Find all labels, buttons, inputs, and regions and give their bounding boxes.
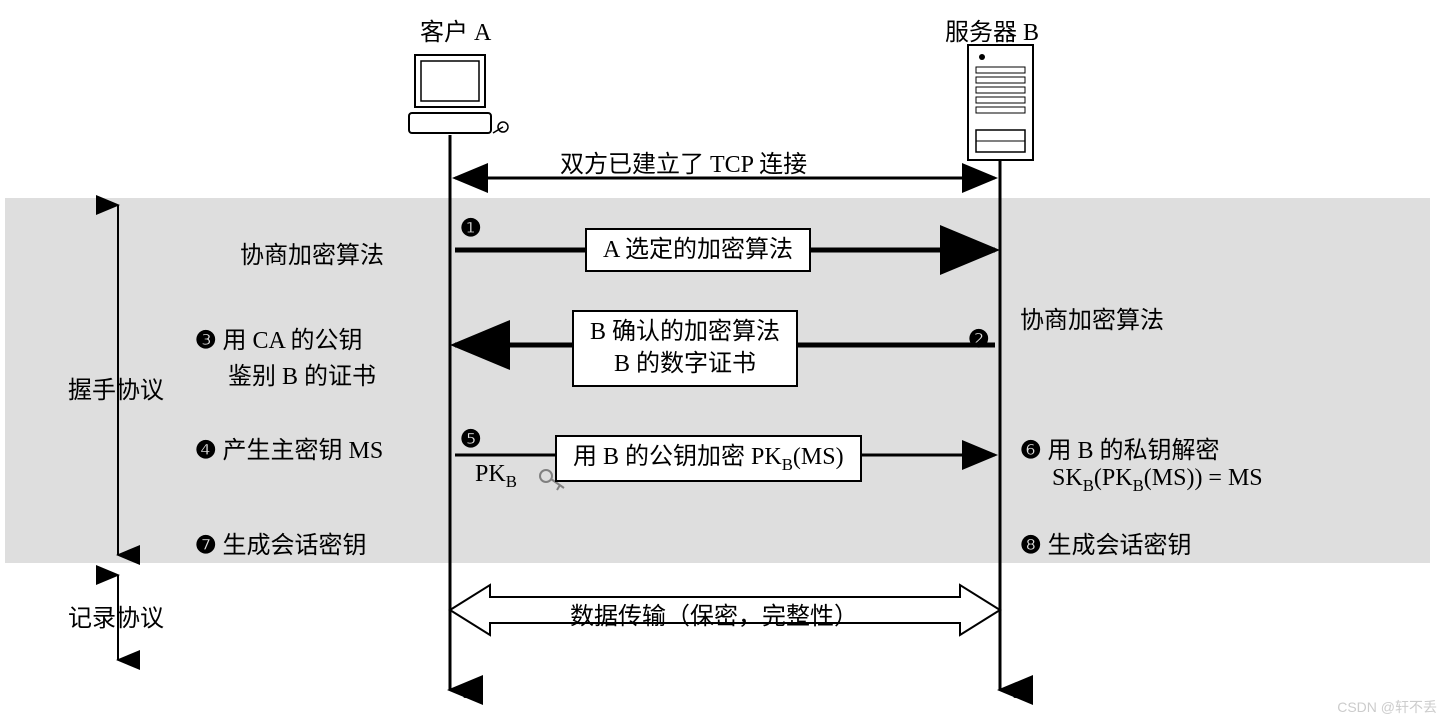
- msg2-box: B 确认的加密算法 B 的数字证书: [572, 310, 798, 387]
- client-computer-icon: [409, 55, 508, 133]
- bullet-7: ❼ 生成会话密钥: [195, 525, 367, 560]
- n3-line2: 鉴别 B 的证书: [228, 356, 376, 391]
- b5-icon: ❺: [460, 425, 482, 454]
- b3-icon: ❸: [195, 326, 217, 355]
- bullet-2: ❷: [968, 325, 990, 354]
- n4-text: 产生主密钥 MS: [223, 438, 384, 464]
- n6-formula: SKB(PKB(MS)) = MS: [1052, 465, 1263, 496]
- msg1-box: A 选定的加密算法: [585, 228, 811, 272]
- b7-icon: ❼: [195, 531, 217, 560]
- time-t-left: t: [462, 678, 469, 705]
- msg2-line1: B 确认的加密算法: [590, 316, 780, 348]
- left-nego-label: 协商加密算法: [240, 235, 384, 270]
- right-nego-label: 协商加密算法: [1020, 300, 1164, 335]
- bullet-3: ❸ 用 CA 的公钥: [195, 320, 363, 355]
- pkb-label: PKB: [475, 461, 517, 492]
- bullet-8: ❽ 生成会话密钥: [1020, 525, 1192, 560]
- watermark: CSDN @轩不丢: [1337, 697, 1437, 717]
- b1-icon: ❶: [460, 214, 482, 243]
- b6-icon: ❻: [1020, 436, 1042, 465]
- phase-handshake-label: 握手协议: [68, 370, 164, 405]
- server-title: 服务器 B: [945, 12, 1039, 47]
- server-icon: [968, 45, 1033, 160]
- record-arrow-label: 数据传输（保密，完整性）: [570, 596, 858, 631]
- client-title: 客户 A: [420, 12, 491, 47]
- n3-line1: 用 CA 的公钥: [223, 328, 363, 354]
- bullet-1: ❶: [460, 214, 482, 243]
- tcp-established-label: 双方已建立了 TCP 连接: [560, 144, 807, 179]
- n7-text: 生成会话密钥: [223, 533, 367, 559]
- msg5-box: 用 B 的公钥加密 PKB(MS): [555, 435, 862, 482]
- phase-record-label: 记录协议: [68, 598, 164, 633]
- msg2-line2: B 的数字证书: [590, 348, 780, 380]
- b8-icon: ❽: [1020, 531, 1042, 560]
- bullet-5: ❺: [460, 425, 482, 454]
- b4-icon: ❹: [195, 436, 217, 465]
- n6-line1: 用 B 的私钥解密: [1048, 438, 1220, 464]
- time-t-right: t: [1012, 678, 1019, 705]
- n8-text: 生成会话密钥: [1048, 533, 1192, 559]
- bullet-4: ❹ 产生主密钥 MS: [195, 430, 383, 465]
- b2-icon: ❷: [968, 325, 990, 354]
- bullet-6: ❻ 用 B 的私钥解密: [1020, 430, 1220, 465]
